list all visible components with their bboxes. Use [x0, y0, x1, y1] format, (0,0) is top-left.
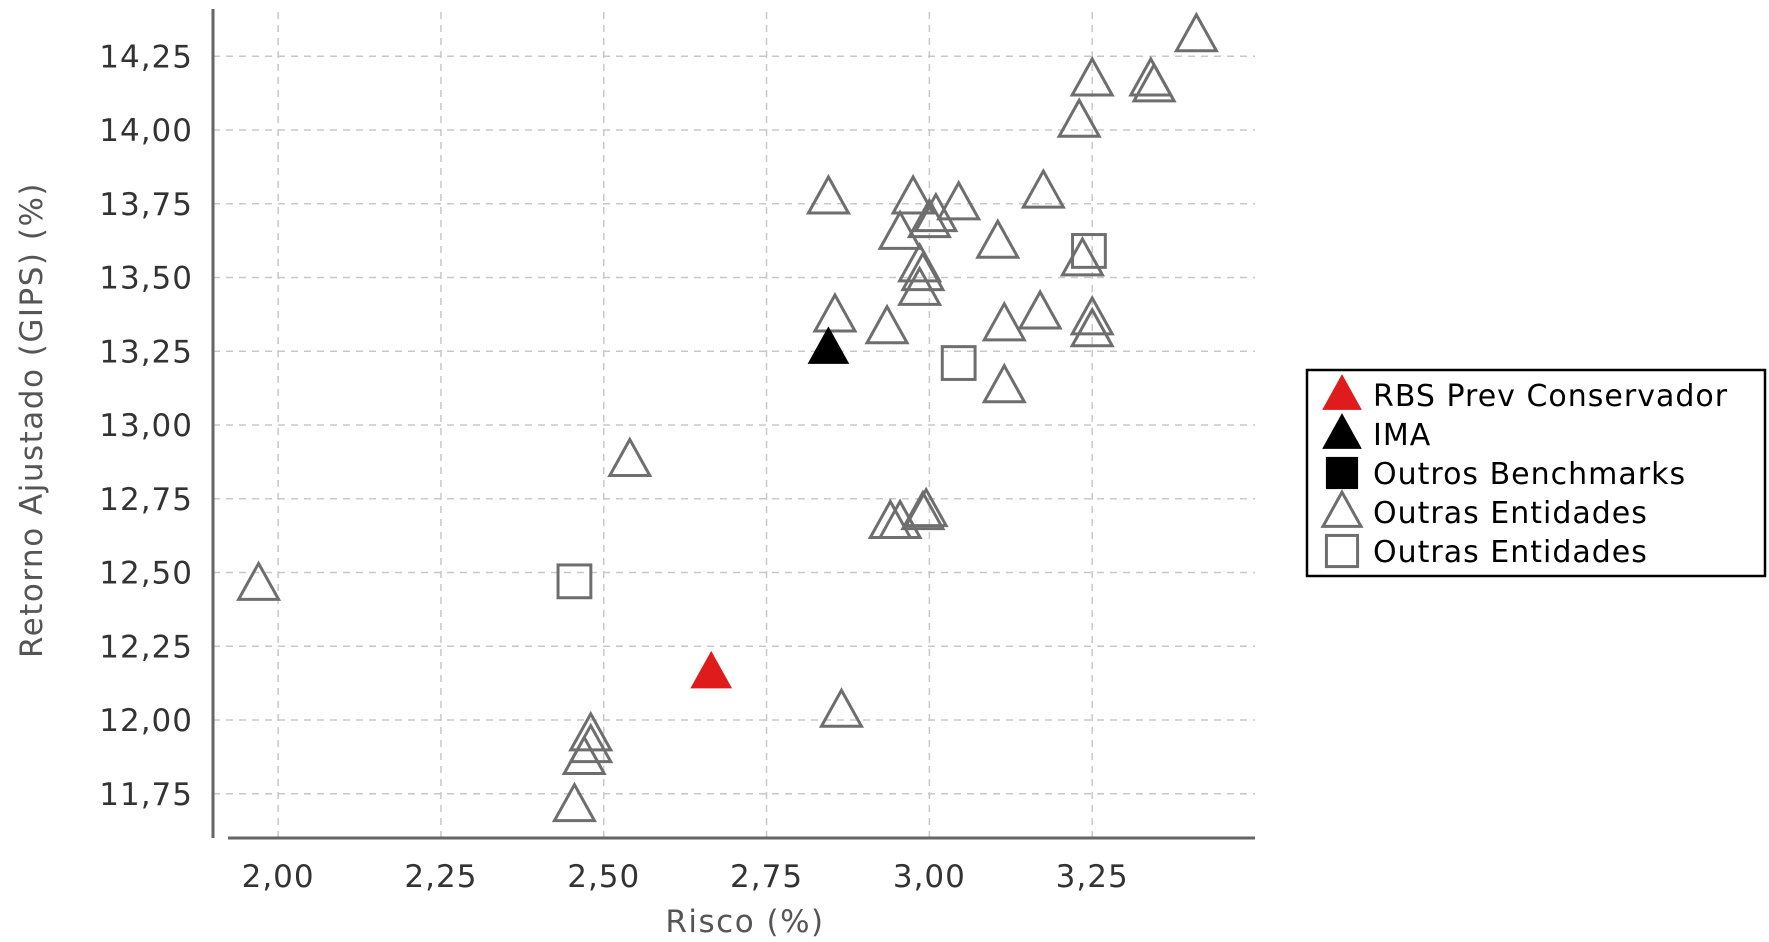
x-tick-label: 3,00	[893, 859, 966, 895]
y-tick-label: 13,75	[99, 187, 193, 223]
legend-label: Outras Entidades	[1373, 535, 1648, 570]
y-tick-label: 12,00	[99, 703, 193, 739]
legend-label: IMA	[1373, 418, 1431, 453]
legend-triangle-swatch	[1322, 374, 1362, 410]
filled-triangle-point	[690, 650, 733, 689]
data-points	[236, 11, 1219, 823]
x-axis-label: Risco (%)	[665, 904, 824, 940]
x-tick-label: 2,25	[404, 859, 477, 895]
x-tick-label: 2,50	[567, 859, 640, 895]
x-tick-label: 3,25	[1056, 859, 1129, 895]
hollow-square-point	[940, 345, 977, 381]
tick-labels: 2,00 2,25 2,50 2,75 3,00 3,25 11,75 12,00 12,25 1…	[99, 39, 1129, 895]
hollow-triangle-point	[1069, 294, 1115, 336]
hollow-triangle-point	[607, 436, 653, 478]
hollow-triangle-point	[897, 265, 943, 306]
filled-triangle-point	[807, 326, 850, 364]
hollow-triangle-point	[1017, 288, 1063, 330]
grid-lines	[213, 12, 1255, 838]
y-tick-label: 11,75	[99, 777, 193, 813]
y-tick-label: 12,25	[99, 629, 193, 665]
hollow-triangle-point	[913, 191, 959, 233]
legend-square-swatch	[1324, 533, 1360, 569]
hollow-triangle-point	[890, 173, 936, 215]
y-tick-label: 14,25	[99, 39, 193, 75]
hollow-triangle-point	[1131, 61, 1177, 103]
legend-label: RBS Prev Conservador	[1373, 379, 1728, 414]
legend-triangle-swatch	[1322, 413, 1362, 449]
y-tick-label: 13,50	[99, 261, 193, 297]
y-tick-label: 13,25	[99, 334, 193, 370]
hollow-triangle-point	[864, 303, 910, 345]
legend-box	[1305, 368, 1767, 578]
hollow-triangle-point	[1056, 97, 1102, 138]
hollow-triangle-point	[1020, 167, 1066, 209]
hollow-square-point	[556, 563, 593, 600]
hollow-triangle-point	[981, 362, 1027, 404]
hollow-triangle-point	[1069, 306, 1115, 348]
axes	[211, 9, 1255, 840]
hollow-triangle-point	[568, 722, 614, 764]
legend-square-swatch	[1325, 456, 1359, 490]
legend-label: Outras Entidades	[1373, 496, 1648, 531]
y-tick-label: 12,75	[99, 482, 193, 518]
hollow-triangle-point	[975, 218, 1021, 259]
hollow-triangle-point	[936, 179, 982, 221]
hollow-triangle-point	[877, 209, 923, 250]
y-tick-label: 12,50	[99, 556, 193, 592]
hollow-triangle-point	[812, 291, 858, 333]
hollow-triangle-point	[1173, 11, 1219, 53]
hollow-triangle-point	[1059, 235, 1105, 277]
hollow-triangle-point	[561, 734, 607, 775]
x-tick-label: 2,75	[730, 859, 803, 895]
legend-triangle-swatch	[1320, 489, 1364, 528]
y-axis-label: Retorno Ajustado (GIPS) (%)	[14, 182, 50, 658]
legend: RBS Prev Conservador IMA Outros Benchmarks…	[1305, 368, 1767, 578]
hollow-square-point	[1071, 233, 1107, 269]
hollow-triangle-point	[1069, 55, 1115, 97]
x-tick-label: 2,00	[242, 859, 315, 895]
y-tick-label: 13,00	[99, 408, 193, 444]
hollow-triangle-point	[1128, 55, 1174, 97]
hollow-triangle-point	[818, 687, 865, 728]
hollow-triangle-point	[805, 173, 851, 215]
hollow-triangle-point	[551, 781, 597, 823]
y-tick-label: 14,00	[99, 113, 193, 149]
hollow-triangle-point	[903, 486, 949, 528]
hollow-triangle-point	[236, 560, 282, 601]
legend-label: Outros Benchmarks	[1373, 457, 1686, 492]
hollow-triangle-point	[981, 300, 1027, 342]
hollow-triangle-point	[900, 250, 946, 292]
